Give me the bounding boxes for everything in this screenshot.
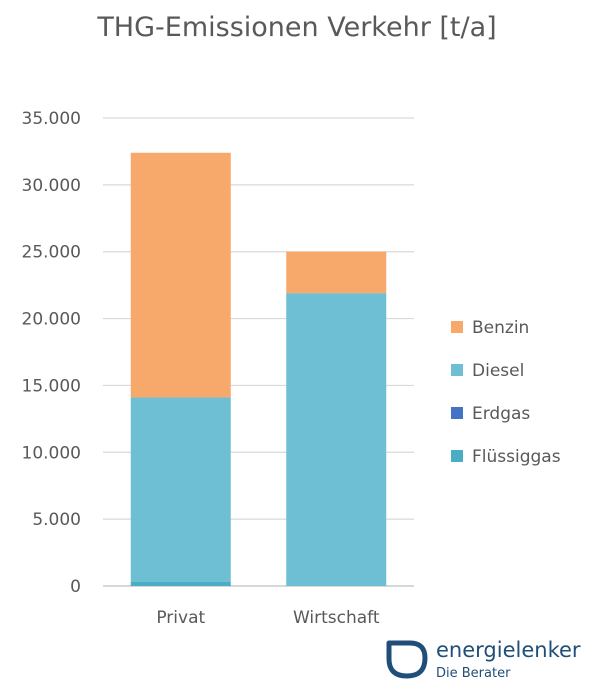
energielenker-logo: energielenker Die Berater	[386, 638, 581, 681]
legend-label: Benzin	[472, 318, 529, 338]
y-tick-label: 20.000	[22, 310, 81, 330]
y-tick-label: 30.000	[22, 176, 81, 196]
bar-privat-diesel	[130, 397, 231, 582]
bar-privat-benzin	[130, 152, 231, 398]
legend-swatch	[451, 407, 463, 419]
y-tick-label: 25.000	[22, 243, 81, 263]
chart-title: THG-Emissionen Verkehr [t/a]	[96, 12, 496, 43]
x-tick-label: Privat	[156, 608, 205, 628]
legend-swatch	[451, 364, 463, 376]
y-tick-label: 5.000	[32, 510, 81, 530]
legend-label: Flüssiggas	[472, 447, 561, 467]
logo-mark-icon	[386, 640, 428, 679]
y-axis-tick-labels: 0 5.000 10.000 15.000 20.000 25.000 30.000 35.0…	[22, 109, 81, 597]
x-tick-label: Wirtschaft	[293, 608, 380, 628]
legend-label: Erdgas	[472, 404, 530, 424]
bar-privat-fluessiggas	[130, 581, 231, 586]
logo-tagline: Die Berater	[436, 666, 511, 681]
y-tick-label: 10.000	[22, 443, 81, 463]
y-tick-label: 0	[70, 577, 81, 597]
legend-swatch	[451, 321, 463, 333]
bar-wirtschaft-diesel	[286, 293, 387, 586]
bars	[130, 152, 387, 586]
x-axis-tick-labels: Privat Wirtschaft	[156, 608, 380, 628]
legend: Benzin Diesel Erdgas Flüssiggas	[451, 318, 561, 467]
bar-wirtschaft-benzin	[286, 251, 387, 294]
legend-label: Diesel	[472, 361, 524, 381]
y-tick-label: 35.000	[22, 109, 81, 129]
logo-name: energielenker	[436, 638, 581, 662]
legend-swatch	[451, 450, 463, 462]
y-tick-label: 15.000	[22, 376, 81, 396]
